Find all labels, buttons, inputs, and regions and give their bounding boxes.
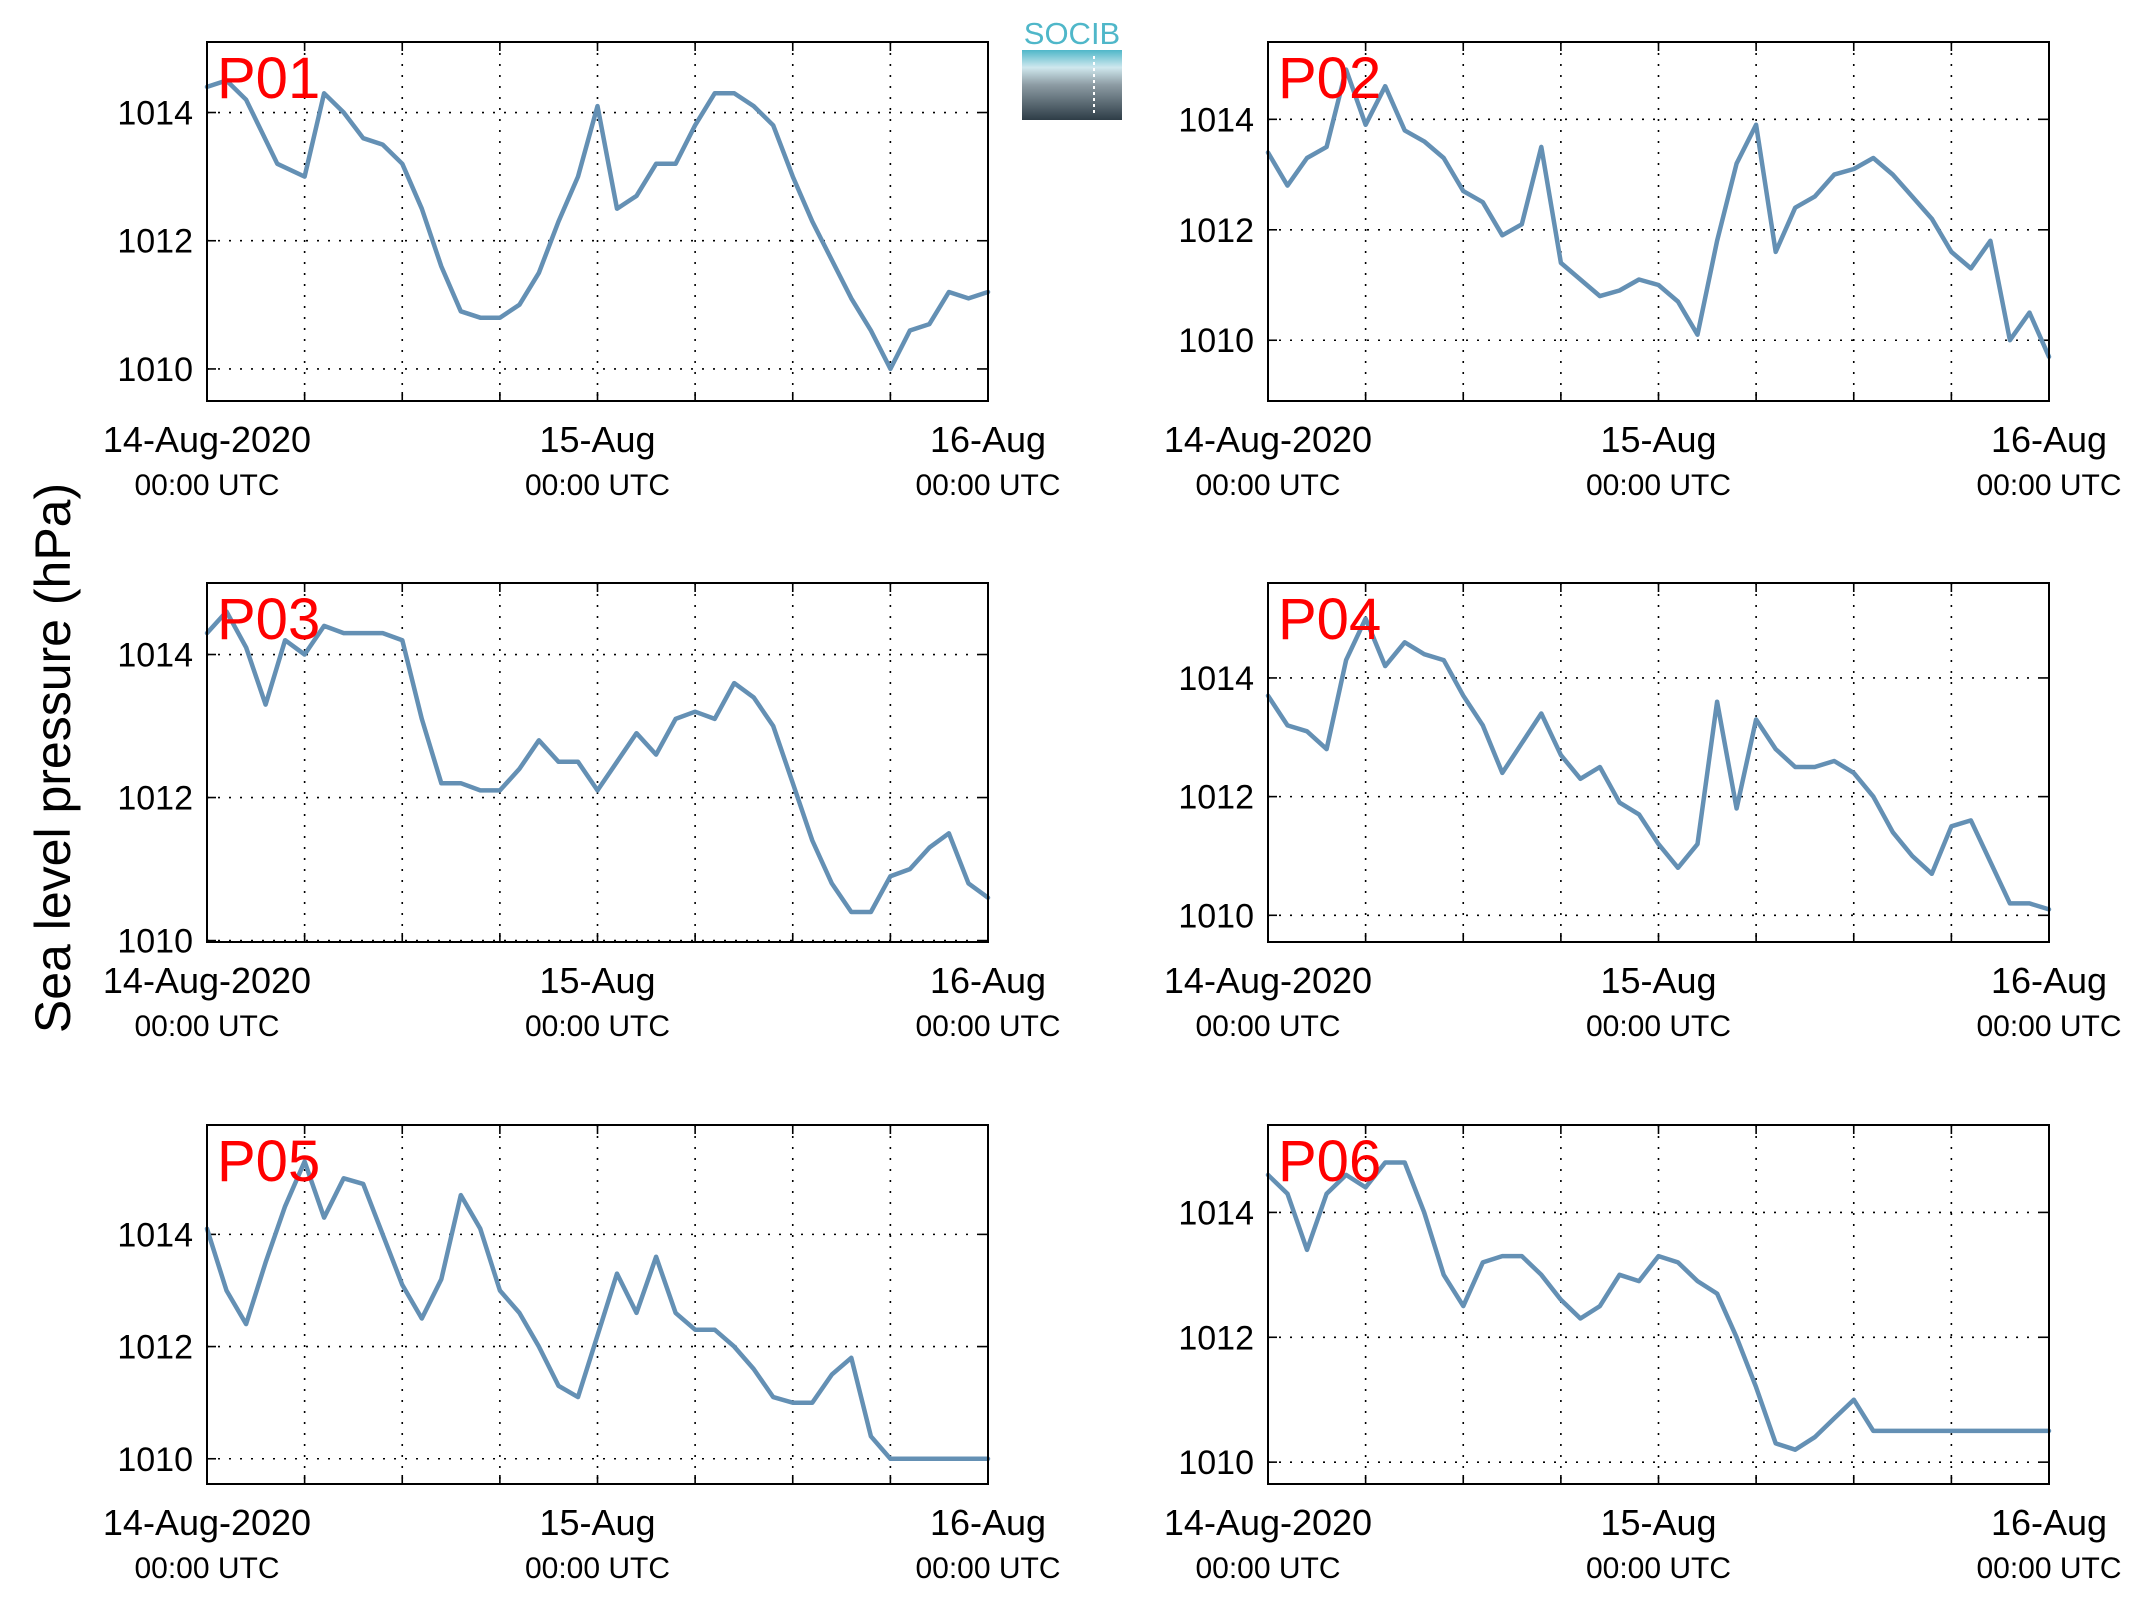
y-tick-label: 1012 [117,223,193,261]
x-tick-label-date: 14-Aug-2020 [103,960,311,1001]
panel-p02: 1010 1012 1014 P02 14-Aug-2020 00:00 UTC 15-Au… [1164,41,2122,502]
x-tick-label-date: 15-Aug [1600,419,1716,460]
y-tick-label: 1014 [1178,101,1254,139]
pressure-series-line [1265,67,2052,360]
x-tick-label-date: 16-Aug [1991,419,2107,460]
x-tick-label-date: 16-Aug [930,1502,1046,1543]
x-tick-label-time: 00:00 UTC [1195,1552,1340,1585]
x-tick-label-date: 15-Aug [1600,1502,1716,1543]
axes-frame [1267,41,2050,402]
x-tick-label-date: 14-Aug-2020 [1164,960,1372,1001]
axes-frame [1267,1124,2050,1485]
y-tick-label: 1014 [117,1216,193,1254]
y-tick-label: 1014 [117,95,193,133]
y-tick-label: 1010 [1178,1444,1254,1482]
x-tick-label-date: 14-Aug-2020 [1164,419,1372,460]
x-tick-label-time: 00:00 UTC [1195,469,1340,502]
y-tick-label: 1014 [117,637,193,675]
x-tick-label-time: 00:00 UTC [1195,1010,1340,1043]
panel-label: P06 [1278,1129,1381,1194]
x-tick-label-date: 15-Aug [539,960,655,1001]
x-tick-label-time: 00:00 UTC [1976,1552,2121,1585]
x-tick-label-date: 15-Aug [539,1502,655,1543]
pressure-series-line [1265,1160,2052,1452]
x-tick-label-date: 16-Aug [1991,1502,2107,1543]
pressure-series-line [204,1159,991,1462]
x-tick-label-time: 00:00 UTC [1586,1552,1731,1585]
x-tick-label-time: 00:00 UTC [525,1552,670,1585]
x-tick-label-time: 00:00 UTC [1976,469,2121,502]
y-tick-label: 1010 [117,1441,193,1479]
panel-p04: 1010 1012 1014 P04 14-Aug-2020 00:00 UTC 15-Au… [1164,582,2122,1043]
x-tick-label-date: 15-Aug [539,419,655,460]
y-tick-label: 1010 [117,923,193,961]
y-tick-label: 1012 [1178,779,1254,817]
panel-label: P01 [217,46,320,111]
panel-label: P02 [1278,46,1381,111]
x-tick-label-time: 00:00 UTC [915,1552,1060,1585]
x-tick-label-time: 00:00 UTC [134,1552,279,1585]
x-tick-label-time: 00:00 UTC [1586,1010,1731,1043]
panel-label: P04 [1278,587,1381,652]
pressure-series-line [1265,616,2052,912]
pressure-series-line [204,78,991,372]
panel-p01: 1010 1012 1014 P01 14-Aug-2020 00:00 UTC 15-Au… [103,41,1061,502]
panel-p05: 1010 1012 1014 P05 14-Aug-2020 00:00 UTC 15-Au… [103,1124,1061,1585]
panel-label: P05 [217,1129,320,1194]
x-tick-label-time: 00:00 UTC [525,1010,670,1043]
x-tick-label-time: 00:00 UTC [915,1010,1060,1043]
x-tick-label-date: 14-Aug-2020 [1164,1502,1372,1543]
y-tick-label: 1010 [1178,322,1254,360]
x-tick-label-time: 00:00 UTC [134,469,279,502]
x-tick-label-time: 00:00 UTC [915,469,1060,502]
pressure-series-line [204,609,991,915]
x-tick-label-date: 16-Aug [1991,960,2107,1001]
y-tick-label: 1014 [1178,1194,1254,1232]
x-tick-label-date: 16-Aug [930,419,1046,460]
x-tick-label-time: 00:00 UTC [1976,1010,2121,1043]
panel-p06: 1010 1012 1014 P06 14-Aug-2020 00:00 UTC 15-Au… [1164,1124,2122,1585]
x-tick-label-date: 16-Aug [930,960,1046,1001]
x-tick-label-date: 14-Aug-2020 [103,419,311,460]
socib-logo-text: SOCIB [1024,18,1120,51]
panel-p03: 1010 1012 1014 P03 14-Aug-2020 00:00 UTC 15-Au… [103,582,1061,1043]
x-tick-label-date: 14-Aug-2020 [103,1502,311,1543]
x-tick-label-time: 00:00 UTC [1586,469,1731,502]
axes-frame [206,41,989,402]
x-tick-label-time: 00:00 UTC [134,1010,279,1043]
y-tick-label: 1014 [1178,660,1254,698]
y-tick-label: 1012 [1178,212,1254,250]
axes-frame [206,582,989,943]
y-tick-label: 1012 [117,780,193,818]
socib-logo: SOCIB [1022,16,1122,120]
y-tick-label: 1010 [117,351,193,389]
y-axis-label: Sea level pressure (hPa) [25,483,81,1033]
axes-frame [1267,582,2050,943]
y-tick-label: 1012 [117,1329,193,1367]
x-tick-label-date: 15-Aug [1600,960,1716,1001]
y-tick-label: 1012 [1178,1319,1254,1357]
axes-frame [206,1124,989,1485]
y-tick-label: 1010 [1178,897,1254,935]
panel-label: P03 [217,587,320,652]
x-tick-label-time: 00:00 UTC [525,469,670,502]
